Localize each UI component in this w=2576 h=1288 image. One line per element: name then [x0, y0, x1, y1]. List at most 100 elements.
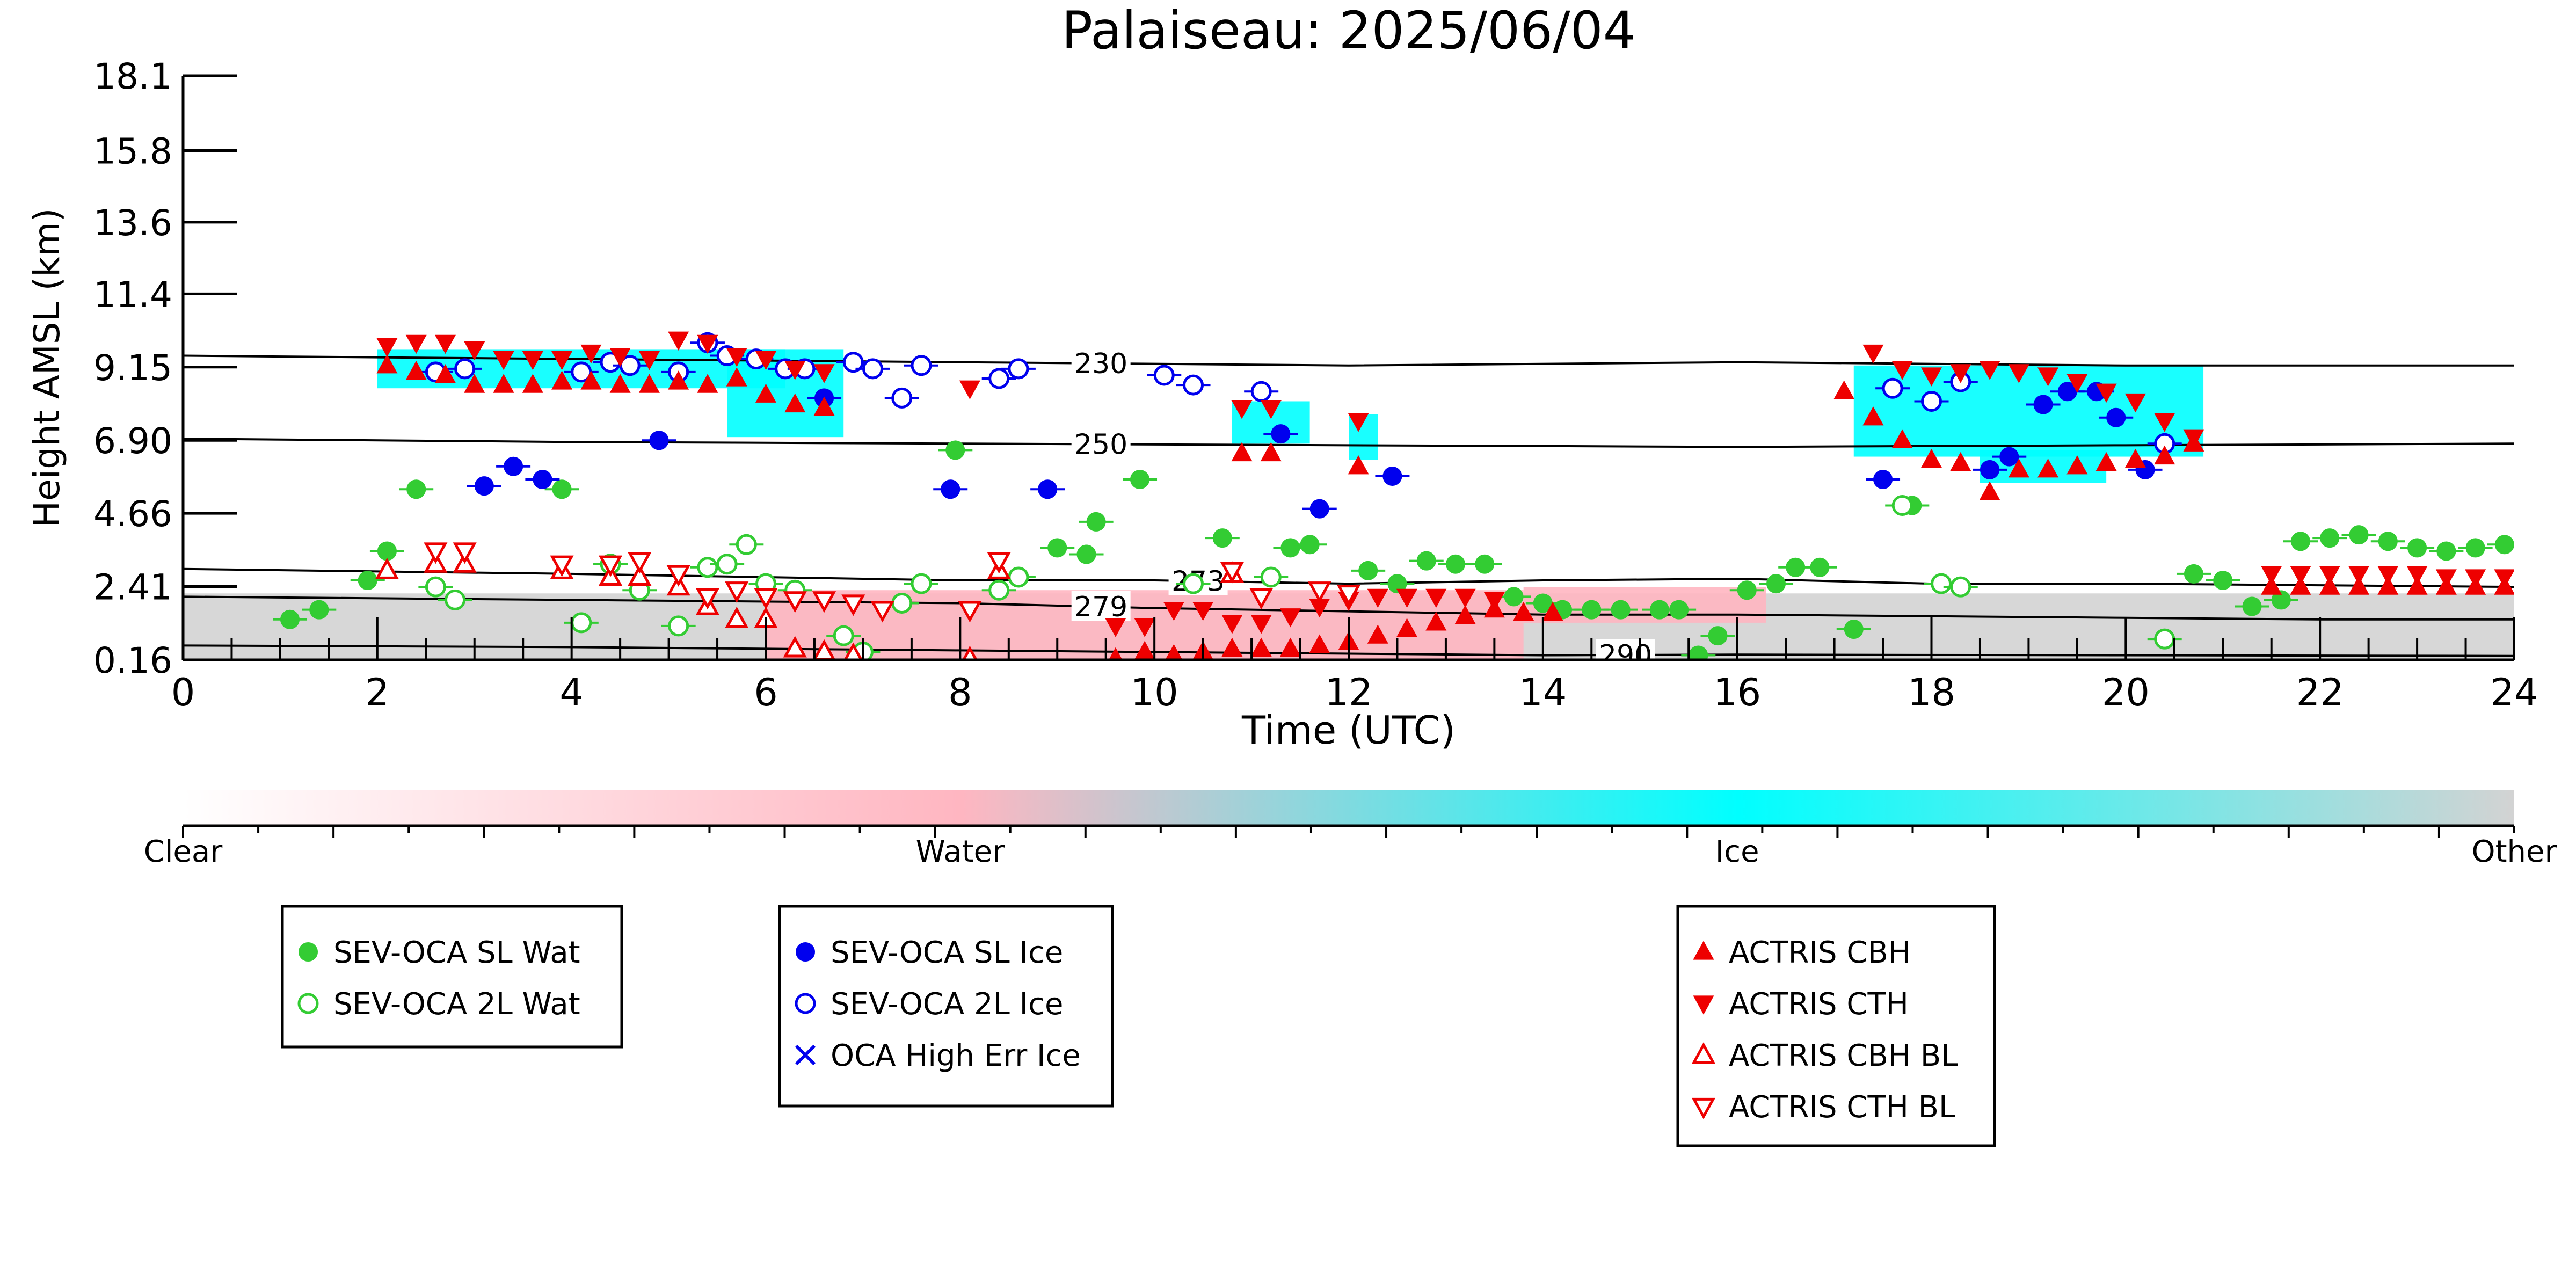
x-tick-label: 12 [1325, 671, 1372, 715]
colorbar-ticks [182, 826, 2515, 838]
point-actris-cbh [755, 383, 777, 403]
isotherm-line-250 [183, 438, 2514, 448]
point-actris-cbh-bl [783, 636, 807, 658]
point-actris-cth-bl [783, 591, 807, 613]
point-actris-cbh [1862, 406, 1884, 426]
point-actris-cth [1454, 588, 1476, 608]
point-sev-oca-sl-ice [1271, 424, 1291, 444]
point-actris-cbh [1979, 481, 2000, 500]
point-sev-oca-sl-wat [1611, 600, 1631, 620]
point-actris-cth [2183, 429, 2204, 448]
point-actris-cbh [464, 374, 485, 393]
point-sev-oca-sl-wat [1047, 538, 1067, 558]
point-sev-oca-sl-ice [941, 479, 960, 499]
point-sev-oca-2l-ice [842, 352, 864, 373]
isotherm-line-279 [183, 595, 2514, 621]
point-actris-cth [1163, 602, 1184, 621]
point-sev-oca-2l-ice [891, 387, 913, 409]
isotherm-label-230: 230 [1074, 348, 1127, 380]
legend-marker-actris-cbh [1693, 941, 1714, 960]
point-sev-oca-2l-wat [425, 576, 446, 598]
point-actris-cth [697, 334, 718, 354]
point-actris-cth [2008, 364, 2029, 383]
point-actris-cbh [668, 370, 689, 390]
point-sev-oca-sl-wat [2494, 535, 2514, 555]
point-sev-oca-2l-wat [1891, 495, 1913, 516]
point-actris-cth-bl [1336, 585, 1361, 607]
point-sev-oca-2l-ice [1921, 390, 1942, 412]
legend-marker-actris-cth-bl [1691, 1097, 1716, 1119]
point-actris-cbh [434, 364, 456, 383]
point-actris-cth-bl [628, 552, 652, 574]
point-sev-oca-2l-ice [454, 358, 476, 380]
point-sev-oca-sl-wat [1504, 587, 1524, 607]
point-actris-cth-bl [987, 552, 1011, 574]
isotherm-label-250: 250 [1074, 428, 1127, 461]
point-actris-cth-bl [453, 542, 477, 564]
point-sev-oca-sl-wat [2213, 571, 2233, 591]
point-actris-cbh [1950, 452, 1971, 471]
y-tick-label: 13.6 [93, 202, 172, 244]
legend-label-actris-cbh-bl: ACTRIS CBH BL [1729, 1038, 1958, 1073]
point-actris-cth [1862, 344, 1884, 364]
point-actris-cth [493, 351, 514, 370]
point-actris-cth [638, 351, 660, 370]
point-sev-oca-2l-wat [911, 573, 932, 594]
point-actris-cth [609, 347, 631, 367]
legend-label-oca-high-err-ice: OCA High Err Ice [831, 1038, 1081, 1073]
point-sev-oca-sl-wat [1582, 600, 1602, 620]
point-actris-cth [726, 347, 747, 367]
point-sev-oca-sl-wat [358, 571, 377, 591]
legend-frame [281, 905, 623, 1049]
point-actris-cth-bl [1220, 562, 1244, 584]
isotherm-layer: 230250273279290 [183, 347, 2514, 660]
legend-label-sev-oca-sl-ice: SEV-OCA SL Ice [831, 935, 1063, 970]
point-sev-oca-sl-wat [945, 440, 965, 460]
point-actris-cth [1260, 399, 1282, 419]
point-actris-cbh [2348, 576, 2370, 595]
point-sev-oca-sl-ice [1309, 499, 1329, 519]
point-actris-cbh [609, 374, 631, 393]
cloud-region-ice [1980, 450, 2107, 483]
legend-label-sev-oca-2l-ice: SEV-OCA 2L Ice [831, 987, 1063, 1022]
x-tick-label: 8 [948, 671, 972, 715]
point-sev-oca-sl-wat [1844, 619, 1864, 639]
point-actris-cth [2435, 569, 2457, 588]
point-actris-cth [2066, 374, 2088, 393]
point-sev-oca-sl-wat [1737, 580, 1757, 600]
point-actris-cth [551, 351, 573, 370]
point-sev-oca-sl-wat [2349, 525, 2369, 545]
legend-marker-actris-cbh-bl [1691, 1042, 1716, 1064]
point-actris-cbh [2124, 448, 2146, 468]
point-sev-oca-sl-wat [1766, 574, 1786, 594]
point-actris-cbh-bl [962, 645, 978, 660]
point-actris-cbh [2008, 459, 2029, 478]
y-ticks: 0.16 2.41 4.66 6.90 9.15 11.4 13.6 15.8 18.1 [93, 56, 237, 681]
point-sev-oca-sl-wat [2242, 596, 2262, 616]
legend-box-2: SEV-OCA SL Ice SEV-OCA 2L Ice OCA High Err… [778, 905, 1114, 1108]
point-actris-cth-bl [754, 588, 778, 610]
point-actris-cbh [1221, 637, 1243, 657]
point-sev-oca-sl-wat [1300, 535, 1320, 555]
point-actris-cth [813, 364, 835, 383]
point-actris-cth [1192, 602, 1214, 621]
point-sev-oca-sl-ice [1980, 460, 2000, 479]
colorbar-label-water: Water [916, 834, 1006, 869]
point-actris-cbh [1250, 637, 1272, 657]
point-actris-cth [1279, 608, 1301, 628]
x-tick-label: 0 [171, 671, 195, 715]
x-tick-label: 2 [366, 671, 390, 715]
point-sev-oca-2l-ice [1250, 381, 1272, 402]
legend-label-actris-cth-bl: ACTRIS CTH BL [1729, 1090, 1955, 1125]
x-tick-label: 22 [2296, 671, 2344, 715]
point-actris-cbh [1231, 442, 1253, 462]
point-sev-oca-2l-wat [1950, 576, 1971, 598]
point-actris-cbh [1542, 601, 1563, 621]
point-sev-oca-sl-wat [1076, 544, 1096, 564]
point-actris-cth [668, 331, 689, 351]
point-actris-cth [959, 380, 980, 399]
series-actris-cth [376, 331, 2514, 637]
point-actris-cbh [1279, 637, 1301, 657]
point-sev-oca-sl-wat [377, 541, 397, 561]
point-actris-cth [1367, 588, 1388, 608]
